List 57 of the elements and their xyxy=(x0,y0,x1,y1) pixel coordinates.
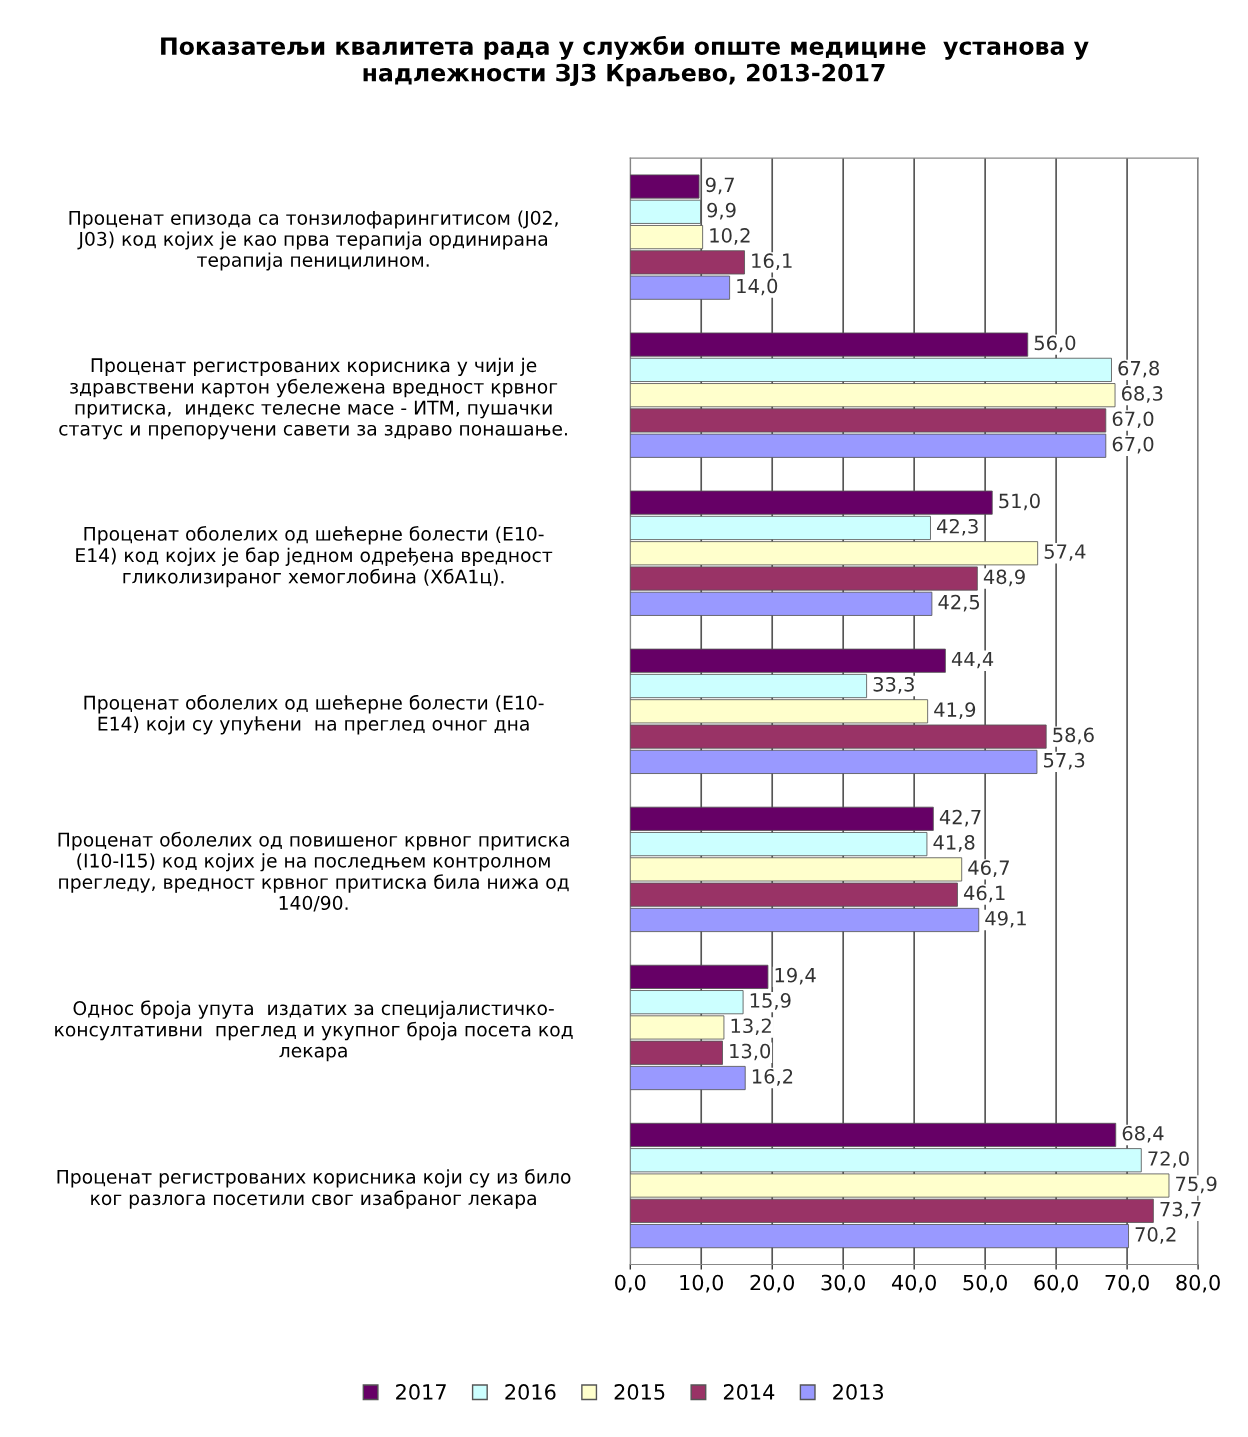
y-tick-label: Проценат регистрованих корисника у чији је здравствени картон убележена вредност крвног притиска, индекс телесне масе - ИТМ, пушачки статус и препоручени савети за здраво понашање. xyxy=(59,357,567,440)
data-label: 9,9 xyxy=(707,202,736,220)
data-label: 51,0 xyxy=(999,493,1040,511)
data-label: 41,9 xyxy=(934,702,976,719)
legend-label: 2014 xyxy=(723,1384,775,1400)
y-tick-label: Проценат регистрованих корисника који су из било ког разлога посетили свог изабраног лекара xyxy=(57,1169,571,1209)
legend-label: 2015 xyxy=(614,1384,665,1400)
y-tick-label: Проценат оболелих од шећерне болести (Е10- Е14) који су упућени на преглед очног дна xyxy=(84,694,544,735)
legend-label: 2017 xyxy=(396,1384,446,1400)
x-tick-label: 70,0 xyxy=(1105,1274,1149,1293)
data-label: 42,3 xyxy=(936,518,978,536)
data-label: 70,2 xyxy=(1135,1227,1176,1244)
data-label: 16,2 xyxy=(752,1068,793,1086)
legend-label: 2013 xyxy=(833,1384,884,1400)
data-label: 57,3 xyxy=(1044,752,1085,770)
chart-title: Показатељи квалитета рада у служби опште медицине установа у надлежности ЗЈЗ Краљево, 2013-2017 xyxy=(161,35,1089,87)
data-label: 48,9 xyxy=(983,569,1025,587)
data-label: 56,0 xyxy=(1034,335,1076,353)
data-label: 14,0 xyxy=(737,278,778,296)
data-label: 13,0 xyxy=(730,1043,771,1061)
x-tick-label: 50,0 xyxy=(963,1274,1007,1293)
x-tick-label: 20,0 xyxy=(750,1274,795,1293)
x-tick-label: 40,0 xyxy=(891,1274,936,1293)
data-label: 46,1 xyxy=(963,885,1005,903)
data-label: 46,7 xyxy=(968,860,1009,878)
data-label: 16,1 xyxy=(752,253,792,271)
y-tick-label: Проценат епизода са тонзилофарингитисом (Ј02, Ј03) код којих је као прва терапија ординирана терапија пеницилином. xyxy=(69,210,558,271)
data-label: 67,0 xyxy=(1112,436,1154,454)
data-label: 15,9 xyxy=(750,993,791,1010)
y-tick-label: Проценат оболелих од повишеног крвног притиска (I10-I15) код којих је на последњем контролном прегледу, вредност крвног притиска била нижа од 140/90. xyxy=(58,831,569,912)
data-label: 44,4 xyxy=(951,651,994,669)
x-tick-label: 10,0 xyxy=(680,1274,724,1293)
data-label: 49,1 xyxy=(985,910,1026,928)
data-label: 9,7 xyxy=(705,177,734,195)
data-label: 42,5 xyxy=(938,594,980,612)
x-tick-label: 80,0 xyxy=(1176,1274,1220,1293)
x-tick-label: 60,0 xyxy=(1034,1274,1078,1293)
data-label: 67,0 xyxy=(1112,411,1154,429)
data-label: 68,4 xyxy=(1122,1125,1164,1143)
data-label: 42,7 xyxy=(939,809,981,827)
legend-label: 2016 xyxy=(505,1384,556,1400)
data-label: 41,8 xyxy=(933,835,975,852)
data-label: 58,6 xyxy=(1053,727,1094,745)
data-label: 75,9 xyxy=(1176,1176,1217,1194)
data-label: 10,2 xyxy=(710,228,750,245)
data-label: 67,8 xyxy=(1118,360,1159,378)
data-label: 13,2 xyxy=(731,1018,771,1036)
x-tick-label: 30,0 xyxy=(821,1274,865,1293)
data-label: 73,7 xyxy=(1160,1201,1201,1219)
data-label: 57,4 xyxy=(1044,544,1086,561)
y-tick-label: Проценат оболелих од шећерне болести (Е10- Е14) код којих је бар једном одређена вредност гликолизираног хемоглобина (ХбА1ц). xyxy=(76,526,553,588)
data-label: 68,3 xyxy=(1121,386,1163,403)
data-label: 19,4 xyxy=(775,967,816,985)
data-label: 33,3 xyxy=(873,676,914,694)
x-tick-label: 0,0 xyxy=(615,1274,646,1293)
y-tick-label: Однос броја упута издатих за специјалистичко- консултативни преглед и укупног броја посета код лекара xyxy=(55,1000,573,1062)
data-label: 72,0 xyxy=(1148,1151,1189,1168)
